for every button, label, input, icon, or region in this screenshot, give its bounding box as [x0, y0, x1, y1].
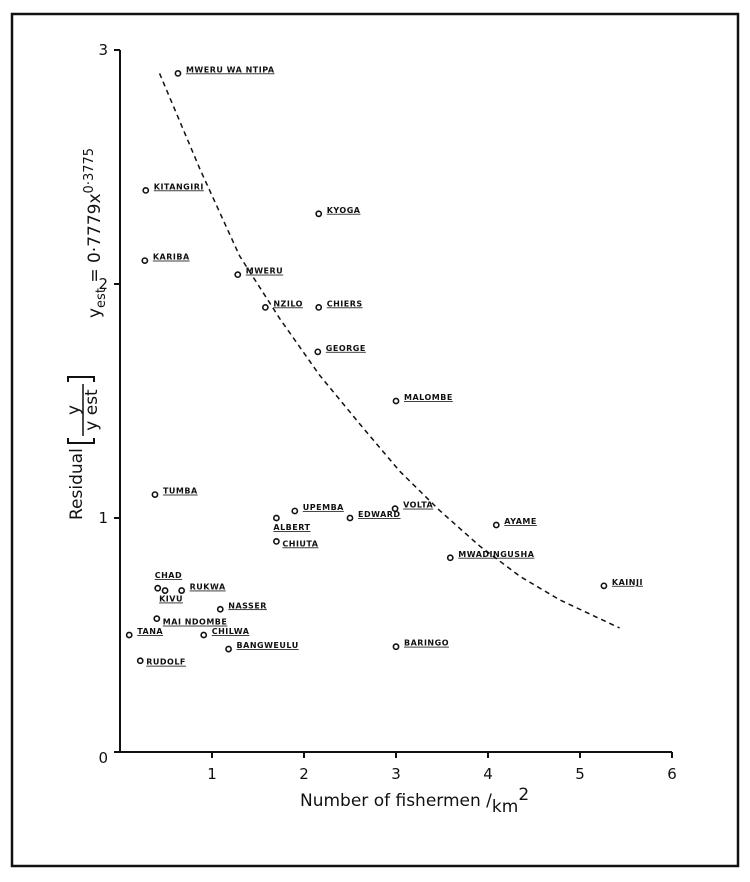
point [161, 587, 169, 594]
frame [10, 12, 740, 868]
point-label: BANGWEULU [237, 641, 299, 650]
y-tick-label: 2 [98, 275, 108, 293]
point-label: KYOGA [327, 206, 361, 215]
x-axis-label-sup: 2 [518, 785, 529, 805]
fit-curve [158, 73, 620, 629]
point-label: KITANGIRI [154, 182, 204, 191]
point-label: NASSER [228, 601, 267, 610]
point-label: KAINJI [612, 578, 643, 587]
x-tick-label: 3 [391, 765, 401, 783]
x-tick-label: 4 [483, 765, 493, 783]
point-label: EDWARD [358, 510, 401, 519]
point-label: KIVU [159, 595, 183, 604]
point [174, 70, 182, 77]
point [216, 605, 224, 613]
y-axis-label: Residual y y est [64, 376, 102, 520]
point-label: VOLTA [403, 501, 433, 510]
point [125, 631, 133, 639]
point [315, 210, 323, 218]
formula-sup: 0·3775 [82, 148, 97, 194]
point [261, 303, 269, 311]
point-label: TUMBA [163, 487, 198, 496]
point [154, 584, 162, 592]
formula-base: y [85, 308, 105, 318]
point-label: MALOMBE [404, 393, 453, 402]
point [492, 521, 500, 529]
point [600, 582, 608, 590]
point [272, 538, 280, 545]
point-label: RUDOLF [146, 658, 186, 667]
point-label: ALBERT [273, 523, 310, 532]
x-tick-label: 5 [575, 765, 585, 783]
point-label: KARIBA [153, 253, 190, 262]
point [392, 397, 400, 405]
point [314, 348, 322, 356]
point [141, 257, 149, 264]
point [291, 507, 299, 515]
point-label: RUKWA [190, 583, 226, 592]
point-label: BARINGO [404, 639, 449, 648]
point [142, 186, 150, 194]
point-label: MWADINGUSHA [458, 550, 534, 559]
point [446, 554, 454, 562]
x-tick-label: 2 [299, 765, 309, 783]
bracket [67, 376, 95, 444]
point [151, 491, 159, 498]
point [346, 514, 354, 522]
y-tick-label: 1 [98, 509, 108, 527]
point [391, 505, 399, 513]
x-axis-label-unit: km [492, 797, 518, 817]
point-label: MAI NDOMBE [163, 618, 228, 627]
point [392, 643, 400, 651]
point-label: GEORGE [326, 344, 366, 353]
x-tick-label: 1 [207, 765, 217, 783]
y-axis-label-text: Residual [67, 448, 87, 520]
x-axis-label: Number of fishermen /km2 [300, 785, 529, 817]
point-label: CHIERS [327, 299, 363, 308]
point [272, 514, 280, 522]
y-axis-label-denominator: y est [82, 389, 102, 431]
point-label: CHIUTA [282, 539, 318, 548]
formula: yest = 0·7779x0·3775 [82, 148, 109, 318]
point [136, 657, 144, 665]
point-label: CHAD [155, 571, 182, 580]
point [315, 303, 323, 311]
y-axis-label-numerator: y [64, 405, 84, 415]
formula-sub: est [94, 288, 109, 308]
point [153, 615, 161, 623]
point-label: AYAME [504, 517, 537, 526]
y-tick-label: 3 [98, 41, 108, 59]
point-label: MWERU [246, 267, 283, 276]
point-label: NZILO [273, 299, 303, 308]
point [234, 271, 242, 279]
point-label: CHILWA [212, 627, 250, 636]
point [178, 587, 186, 594]
point-label: MWERU WA NTIPA [186, 65, 275, 74]
x-tick-label: 6 [667, 765, 677, 783]
point-label: UPEMBA [303, 503, 344, 512]
point [200, 631, 208, 639]
formula-rest: = 0·7779x [85, 193, 105, 288]
x-axis-label-text: Number of fishermen / [300, 791, 492, 811]
point [225, 645, 232, 653]
point-label: TANA [137, 627, 163, 636]
y-tick-label: 0 [98, 749, 108, 767]
